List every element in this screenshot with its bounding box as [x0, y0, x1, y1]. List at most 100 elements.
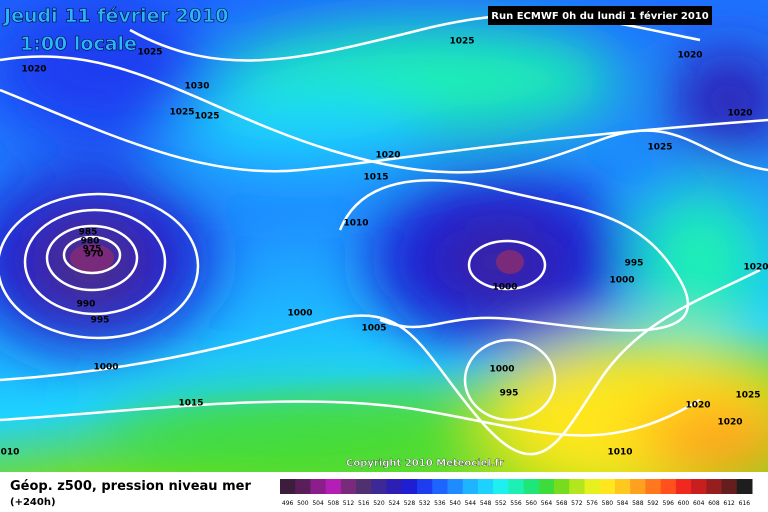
- isobar-label: 975: [83, 245, 102, 255]
- header: Jeudi 11 février 2010 1:00 locale Run EC…: [2, 5, 712, 469]
- colorbar-swatch: [462, 479, 479, 494]
- isobar-label: 1025: [137, 48, 162, 58]
- colorbar-label: 600: [678, 500, 690, 507]
- colorbar-label: 604: [693, 500, 705, 507]
- isobar-label: 1000: [287, 309, 312, 319]
- colorbar-label: 580: [602, 500, 614, 507]
- colorbar-swatch: [280, 479, 296, 494]
- isobar-label: 995: [500, 389, 519, 399]
- colorbar-swatch: [660, 479, 677, 494]
- isobar-label: 1000: [489, 365, 514, 375]
- copyright: Copyright 2010 Meteociel.fr: [346, 458, 504, 469]
- colorbar-swatch: [295, 479, 311, 494]
- colorbar-label: 616: [739, 500, 751, 507]
- colorbar-swatch: [523, 479, 540, 494]
- isobar-label: 1025: [169, 108, 194, 118]
- isobar-label: 1020: [685, 401, 710, 411]
- colorbar-swatch: [356, 479, 372, 494]
- colorbar-swatch: [386, 479, 403, 494]
- colorbar-swatch: [614, 479, 631, 494]
- colorbar-swatch: [447, 479, 464, 494]
- colorbar-swatch: [630, 479, 646, 494]
- colorbar-label: 588: [632, 500, 644, 507]
- colorbar-label: 512: [343, 500, 355, 507]
- colorbar-swatch: [417, 479, 433, 494]
- footer-title: Géop. z500, pression niveau mer: [10, 479, 251, 494]
- colorbar-swatch: [721, 479, 738, 494]
- colorbar-label: 508: [328, 500, 340, 507]
- isobar-label: 010: [1, 448, 20, 458]
- colorbar-swatch: [675, 479, 692, 494]
- isobar-label: 1005: [361, 324, 386, 334]
- lead-time: (+240h): [10, 497, 56, 508]
- isobar-label: 1000: [492, 283, 517, 293]
- colorbar-label: 556: [510, 500, 522, 507]
- isobar-label: 1015: [178, 399, 203, 409]
- colorbar-swatch: [599, 479, 616, 494]
- colorbar-swatch: [477, 479, 494, 494]
- colorbar-label: 596: [663, 500, 675, 507]
- colorbar-swatch: [706, 479, 723, 494]
- colorbar-swatch: [554, 479, 570, 494]
- colorbar-label: 576: [586, 500, 598, 507]
- colorbar-label: 520: [373, 500, 385, 507]
- colorbar-label: 524: [388, 500, 400, 507]
- colorbar-label: 532: [419, 500, 431, 507]
- isobar-label: 1020: [21, 65, 46, 75]
- colorbar-label: 572: [571, 500, 583, 507]
- run-box: [488, 6, 712, 25]
- colorbar-label: 540: [449, 500, 461, 507]
- isobar-label: 1010: [607, 448, 632, 458]
- isobar-label: 995: [91, 316, 110, 326]
- colorbar-swatch: [371, 479, 388, 494]
- colorbar-swatch: [325, 479, 342, 494]
- isobar-label: 1020: [375, 151, 400, 161]
- footer: Géop. z500, pression niveau mer (+240h) …: [0, 472, 768, 512]
- colorbar-label: 584: [617, 500, 629, 507]
- colorbar-swatch: [508, 479, 525, 494]
- colorbar-label: 560: [525, 500, 537, 507]
- colorbar-swatch: [584, 479, 601, 494]
- colorbar-label: 516: [358, 500, 370, 507]
- colorbar-label: 568: [556, 500, 568, 507]
- isobar-label: 970: [85, 250, 104, 260]
- isobar-label: 1015: [363, 173, 388, 183]
- isobar-label: 995: [625, 259, 644, 269]
- isobar-label: 1020: [727, 109, 752, 119]
- colorbar-label: 536: [434, 500, 446, 507]
- colorbar-swatch: [493, 479, 509, 494]
- isobar-label: 1000: [93, 363, 118, 373]
- colorbar-swatch: [310, 479, 327, 494]
- isobar-label: 980: [81, 237, 100, 247]
- colorbar-swatch: [569, 479, 586, 494]
- colorbar-label: 608: [708, 500, 720, 507]
- isobar-label: 1030: [184, 82, 209, 92]
- colorbar-swatch: [340, 479, 357, 494]
- isobar-label: 1020: [743, 263, 768, 273]
- isobar-lines: [0, 13, 768, 456]
- colorbar-label: 528: [404, 500, 416, 507]
- isobar-label: 1000: [609, 276, 634, 286]
- isobar-label: 985: [79, 228, 98, 238]
- isobar-label: 1020: [717, 418, 742, 428]
- colorbar-label: 612: [723, 500, 735, 507]
- isobar-label: 1025: [449, 37, 474, 47]
- colorbar-label: 496: [282, 500, 294, 507]
- isobar-label: 1025: [647, 143, 672, 153]
- isobar-label: 990: [77, 300, 96, 310]
- colorbar-label: 548: [480, 500, 492, 507]
- colorbar-swatch: [645, 479, 662, 494]
- colorbar-label: 552: [495, 500, 507, 507]
- colorbar-swatch: [538, 479, 555, 494]
- run-info: Run ECMWF 0h du lundi 1 février 2010: [491, 10, 708, 22]
- colorbar-label: 544: [465, 500, 477, 507]
- isobar-label: 1010: [343, 219, 368, 229]
- colorbar-label: 564: [541, 500, 553, 507]
- colorbar-swatch: [401, 479, 418, 494]
- isobar-label: 1025: [735, 391, 760, 401]
- time: 1:00 locale: [20, 33, 137, 55]
- date: Jeudi 11 février 2010: [2, 5, 228, 27]
- colorbar-swatch: [432, 479, 448, 494]
- colorbar-swatch: [691, 479, 707, 494]
